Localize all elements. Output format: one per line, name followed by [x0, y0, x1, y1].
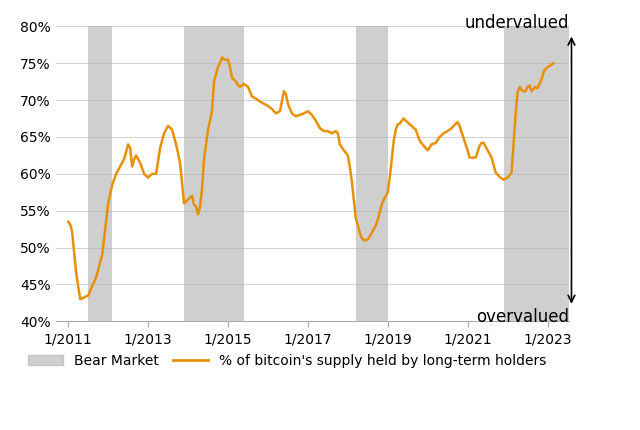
Text: overvalued: overvalued	[476, 308, 570, 326]
Text: undervalued: undervalued	[465, 14, 570, 32]
Legend: Bear Market, % of bitcoin's supply held by long-term holders: Bear Market, % of bitcoin's supply held …	[23, 348, 552, 373]
Bar	[504, 26, 572, 321]
Bar	[88, 26, 112, 321]
Bar	[356, 26, 388, 321]
Bar	[184, 26, 244, 321]
